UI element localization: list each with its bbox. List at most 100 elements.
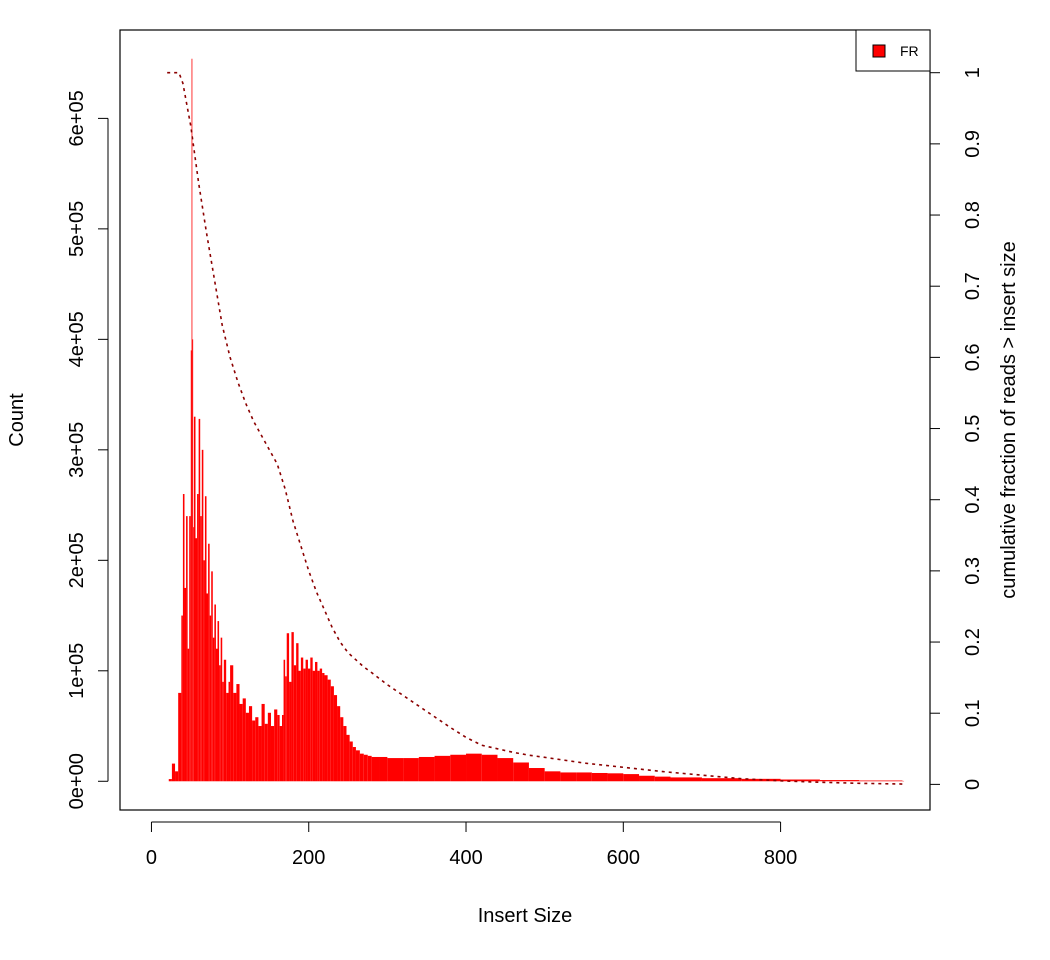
histogram-bar [324,675,328,782]
histogram-bar [230,665,234,782]
histogram-bar [363,754,368,782]
y2-tick-label: 0.5 [962,415,984,443]
histogram-bar [189,516,191,782]
histogram-bar [220,637,223,782]
histogram-bar [277,714,280,782]
histogram-bar [267,712,271,782]
histogram-bar [355,750,360,782]
histogram-bar [228,681,231,782]
y2-tick-label: 0.8 [962,201,984,229]
histogram-bar [283,659,286,782]
histogram-bar [198,418,201,782]
histogram-bar [236,684,240,782]
histogram-bar [184,587,187,782]
histogram-bar [481,754,498,782]
histogram-bar [560,772,577,782]
histogram-bar [181,615,183,782]
histogram-bar [239,703,243,782]
histogram-bar [349,741,353,782]
y-tick-label: 0e+00 [66,753,88,809]
cumulative-line-layer [167,71,903,785]
histogram-bar [245,712,249,782]
histogram-bar [193,416,196,782]
histogram-bar [282,714,284,782]
histogram-bar [261,703,265,782]
y-axis-title: Count [6,393,28,447]
histogram-bar [819,780,860,782]
legend-swatch-fr [872,44,886,58]
histogram-bar [303,668,306,782]
histogram-bar [359,753,364,782]
histogram-bar [434,755,451,782]
histogram-bar [204,496,207,782]
histogram-bar [305,659,308,782]
x-tick-label: 200 [292,847,325,869]
histogram-bar [343,726,347,782]
histogram-bar [296,643,299,782]
y2-tick-label: 0.2 [962,628,984,656]
histogram-bar [171,763,176,782]
histogram-bar [312,670,316,782]
histogram-bar [352,747,356,782]
histogram-bar [591,772,608,782]
histogram-bar [191,58,193,782]
histogram-bar [168,779,172,782]
histogram-bar [270,726,275,782]
histogram-bar [208,543,210,782]
histogram-bar [217,621,220,782]
histogram-layer [168,58,905,782]
y2-tick-label: 0.6 [962,343,984,371]
histogram-bar [195,538,198,782]
histogram-bar [215,648,218,782]
x-tick-label: 600 [607,847,640,869]
histogram-bar [379,756,388,782]
histogram-bar [226,692,229,782]
histogram-bar [300,657,304,782]
x-axis: 0 200 400 600 800 [146,821,797,869]
histogram-bar [497,758,514,782]
histogram-bar [264,723,268,782]
histogram-bar [206,593,209,782]
y-tick-label: 5e+05 [66,201,88,257]
histogram-bar [327,679,331,782]
histogram-bar [274,709,278,782]
histogram-bar [403,758,419,782]
histogram-bar [248,706,253,782]
y2-tick-label: 0.9 [962,130,984,158]
histogram-bar [222,681,224,782]
histogram-bar [780,779,820,782]
histogram-bar [307,668,311,782]
histogram-bar [233,692,237,782]
y-axis-left: 0e+00 1e+05 2e+05 3e+05 4e+05 5e+05 6e+05 [66,90,109,809]
legend-box [855,29,931,72]
histogram-bar [466,753,482,782]
histogram-bar [298,670,301,782]
x-axis-title: Insert Size [478,905,572,927]
histogram-bar [450,754,467,782]
histogram-bar [291,632,294,782]
histogram-bar [182,494,185,782]
histogram-bar [367,755,372,782]
histogram-bar [654,776,671,782]
histogram-bar [330,686,334,782]
histogram-bar [255,717,259,782]
y-tick-label: 3e+05 [66,422,88,478]
histogram-bar [279,726,282,782]
histogram-bar [201,449,204,782]
histogram-bar [258,726,262,782]
histogram-bar [186,516,188,782]
legend: FR [855,29,931,72]
y-tick-label: 2e+05 [66,532,88,588]
histogram-bar [528,768,545,782]
histogram-bar [193,527,194,782]
cumulative-fraction-line [167,71,903,785]
y2-tick-label: 0.4 [962,486,984,514]
histogram-bar [337,706,341,782]
y-axis-right: 0 0.1 0.2 0.3 0.4 0.5 0.6 0.7 0.8 0.9 1 [929,67,984,790]
histogram-bar [340,717,344,782]
y2-tick-label: 0 [962,779,984,790]
histogram-bar [346,734,350,782]
histogram-bar [211,571,213,782]
y-tick-label: 4e+05 [66,311,88,367]
